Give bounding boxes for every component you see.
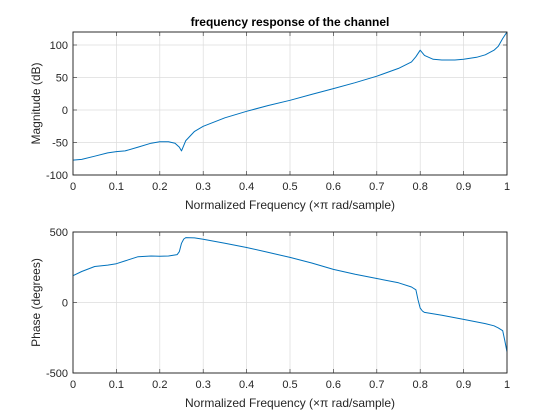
x-tick-label: 0.3 bbox=[196, 379, 211, 391]
x-tick-label: 0.2 bbox=[152, 181, 167, 193]
axes-1: 0 0.1 0.2 0.3 0.4 0.5 0.6 0.7 0.8 0.9 1 -100 -50 0 50 1… bbox=[29, 15, 510, 212]
y-tick-label: 50 bbox=[56, 73, 68, 85]
y-tick-label: -100 bbox=[46, 170, 68, 182]
x-tick-label: 0.2 bbox=[152, 379, 167, 391]
x-tick-label: 0 bbox=[70, 181, 76, 193]
x-tick-label: 0.5 bbox=[282, 181, 297, 193]
x-axis-label: Normalized Frequency (×π rad/sample) bbox=[185, 396, 395, 410]
x-tick-label: 0.9 bbox=[456, 181, 471, 193]
x-tick-label: 0.8 bbox=[413, 379, 428, 391]
x-tick-label: 1 bbox=[504, 181, 510, 193]
series-line-1 bbox=[73, 237, 507, 352]
x-tick-label: 0.7 bbox=[369, 379, 384, 391]
axes-2: 0 0.1 0.2 0.3 0.4 0.5 0.6 0.7 0.8 0.9 1-5000500Nor… bbox=[29, 227, 510, 410]
x-tick-label: 0.9 bbox=[456, 379, 471, 391]
x-tick-label: 0.3 bbox=[196, 181, 211, 193]
x-tick-label: 0.7 bbox=[369, 181, 384, 193]
x-tick-label: 1 bbox=[504, 379, 510, 391]
x-tick-label: 0.6 bbox=[326, 379, 341, 391]
x-tick-label: 0.6 bbox=[326, 181, 341, 193]
y-axis-label: Magnitude (dB) bbox=[29, 62, 43, 144]
x-tick-label: 0.8 bbox=[413, 181, 428, 193]
x-tick-label: 0.5 bbox=[282, 379, 297, 391]
x-tick-label: 0 bbox=[70, 379, 76, 391]
y-tick-label: 500 bbox=[50, 227, 68, 239]
y-tick-label: 100 bbox=[50, 40, 68, 52]
y-tick-label: -50 bbox=[52, 138, 68, 150]
y-tick-label: -500 bbox=[46, 368, 68, 380]
x-tick-label: 0.4 bbox=[239, 181, 254, 193]
x-tick-label: 0.1 bbox=[109, 379, 124, 391]
series-line-1 bbox=[73, 32, 507, 161]
y-tick-label: 0 bbox=[62, 105, 68, 117]
x-tick-label: 0.1 bbox=[109, 181, 124, 193]
x-tick-label: 0.4 bbox=[239, 379, 254, 391]
chart-title: frequency response of the channel bbox=[191, 15, 390, 29]
y-tick-label: 0 bbox=[62, 298, 68, 310]
y-axis-label: Phase (degrees) bbox=[29, 258, 43, 347]
x-axis-label: Normalized Frequency (×π rad/sample) bbox=[185, 198, 395, 212]
